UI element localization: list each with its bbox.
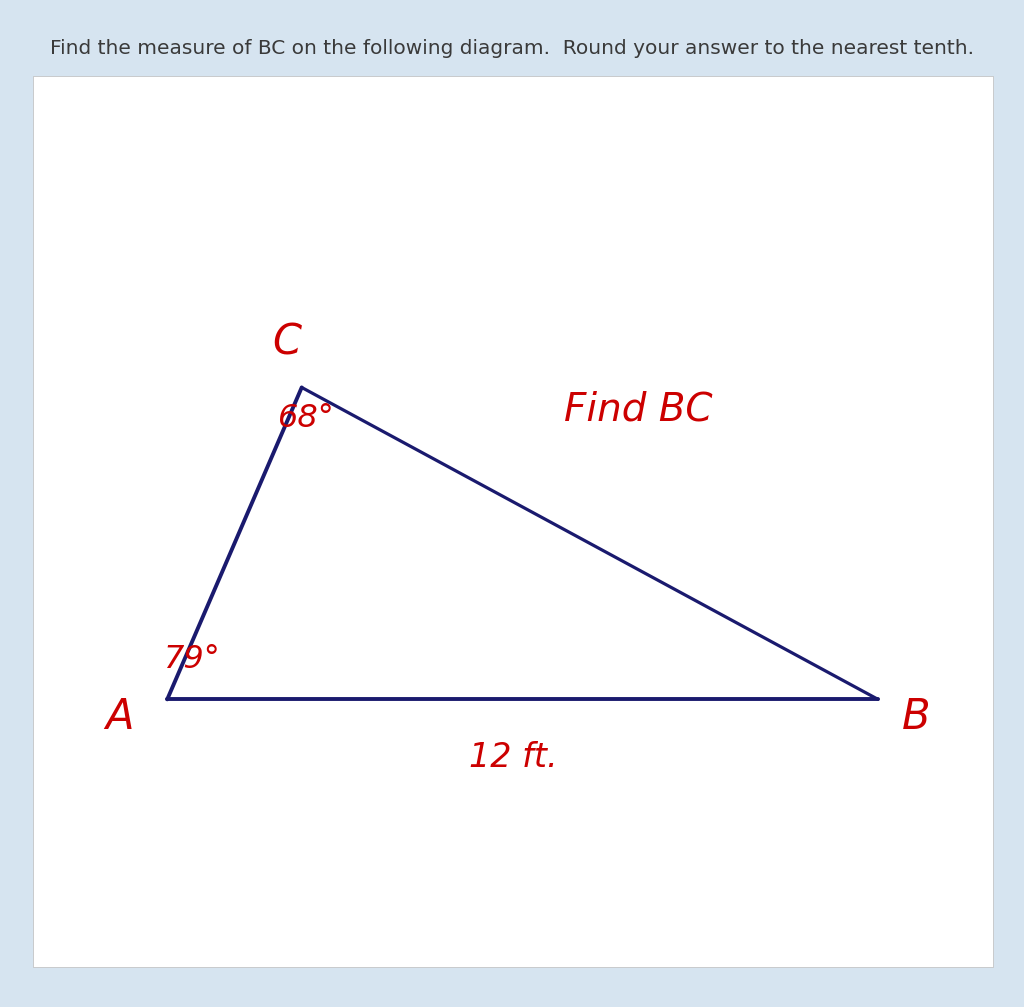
Text: 12 ft.: 12 ft. [469, 741, 557, 773]
Text: B: B [902, 696, 931, 738]
Text: A: A [105, 696, 133, 738]
Text: Find BC: Find BC [563, 391, 712, 429]
Text: 79°: 79° [163, 643, 219, 675]
FancyBboxPatch shape [33, 76, 993, 967]
Text: 68°: 68° [279, 403, 335, 434]
Text: C: C [272, 322, 302, 364]
Text: Find the measure of BC on the following diagram.  Round your answer to the neare: Find the measure of BC on the following … [50, 39, 974, 57]
